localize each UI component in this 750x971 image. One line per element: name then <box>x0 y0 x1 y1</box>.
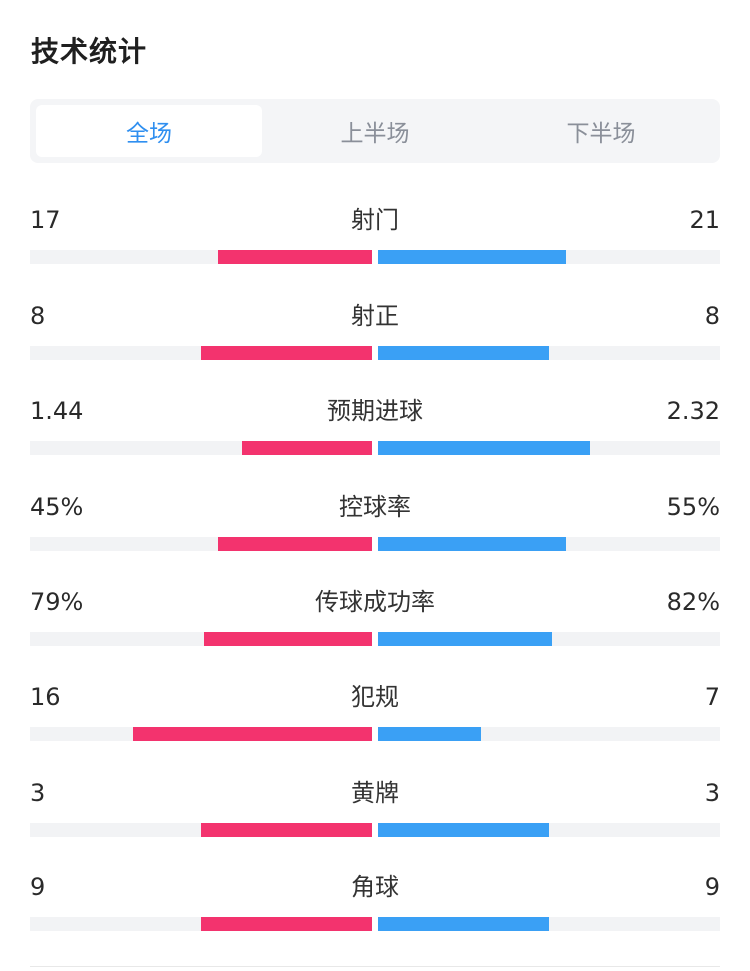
home-value: 1.44 <box>30 397 84 425</box>
tab-second-half[interactable]: 下半场 <box>566 121 636 147</box>
home-bar <box>218 250 372 264</box>
away-bar-track <box>378 346 720 360</box>
stat-row: 8 射正 8 <box>30 298 720 378</box>
home-value: 16 <box>30 683 61 711</box>
divider <box>30 966 720 967</box>
home-bar <box>204 632 372 646</box>
home-value: 9 <box>30 873 46 901</box>
stat-row: 3 黄牌 3 <box>30 775 720 855</box>
stat-label: 预期进球 <box>327 397 423 425</box>
home-bar <box>201 346 372 360</box>
home-value: 45% <box>30 493 84 521</box>
stat-label: 犯规 <box>351 683 399 711</box>
stat-label: 黄牌 <box>351 779 399 807</box>
home-value: 8 <box>30 302 46 330</box>
home-bar <box>218 537 372 551</box>
away-value: 3 <box>704 779 720 807</box>
stat-label: 控球率 <box>339 493 411 521</box>
away-bar <box>378 346 549 360</box>
away-value: 9 <box>704 873 720 901</box>
stat-row: 45% 控球率 55% <box>30 489 720 569</box>
tab-full-match[interactable]: 全场 <box>36 105 262 157</box>
tab-first-half[interactable]: 上半场 <box>340 121 410 147</box>
stat-row: 17 射门 21 <box>30 202 720 282</box>
home-bar-track <box>30 632 372 646</box>
home-bar-track <box>30 917 372 931</box>
away-bar <box>378 632 552 646</box>
away-bar <box>378 537 566 551</box>
home-bar-track <box>30 727 372 741</box>
away-bar <box>378 441 590 455</box>
stat-row: 16 犯规 7 <box>30 679 720 759</box>
home-bar <box>242 441 372 455</box>
away-bar <box>378 250 566 264</box>
home-bar-track <box>30 537 372 551</box>
away-value: 2.32 <box>666 397 720 425</box>
home-bar-track <box>30 823 372 837</box>
away-bar <box>378 917 549 931</box>
away-bar-track <box>378 537 720 551</box>
away-value: 7 <box>704 683 720 711</box>
away-bar-track <box>378 727 720 741</box>
away-value: 21 <box>689 206 720 234</box>
away-bar <box>378 823 549 837</box>
home-bar-track <box>30 346 372 360</box>
home-bar <box>201 917 372 931</box>
home-value: 79% <box>30 588 84 616</box>
away-value: 82% <box>666 588 720 616</box>
home-bar-track <box>30 250 372 264</box>
stat-row: 9 角球 9 <box>30 869 720 949</box>
stat-row: 79% 传球成功率 82% <box>30 584 720 664</box>
stat-label: 射门 <box>351 206 399 234</box>
away-value: 55% <box>666 493 720 521</box>
stat-label: 传球成功率 <box>315 588 435 616</box>
period-tabs: 全场 上半场 下半场 <box>30 99 720 163</box>
page-title: 技术统计 <box>31 35 148 68</box>
stat-label: 角球 <box>351 873 399 901</box>
home-bar <box>201 823 372 837</box>
home-value: 3 <box>30 779 46 807</box>
home-bar-track <box>30 441 372 455</box>
away-value: 8 <box>704 302 720 330</box>
away-bar-track <box>378 250 720 264</box>
away-bar-track <box>378 917 720 931</box>
home-bar <box>133 727 372 741</box>
away-bar-track <box>378 632 720 646</box>
away-bar-track <box>378 823 720 837</box>
home-value: 17 <box>30 206 61 234</box>
away-bar <box>378 727 481 741</box>
stat-label: 射正 <box>351 302 399 330</box>
stat-row: 1.44 预期进球 2.32 <box>30 393 720 473</box>
away-bar-track <box>378 441 720 455</box>
